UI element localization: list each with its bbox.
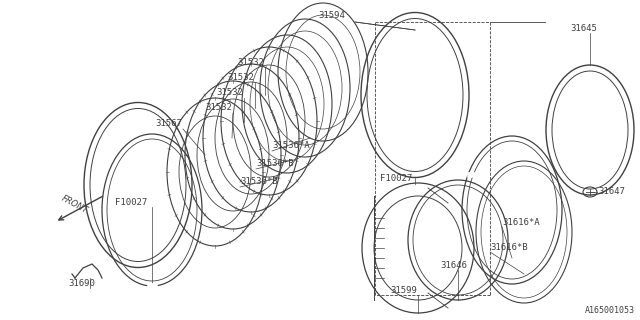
- Text: 31599: 31599: [390, 286, 417, 295]
- Text: 31594: 31594: [318, 11, 345, 20]
- Text: 31646: 31646: [440, 261, 467, 270]
- Text: F10027: F10027: [115, 198, 147, 207]
- Text: 31647: 31647: [598, 187, 625, 196]
- Text: 31536*A: 31536*A: [272, 141, 310, 150]
- Text: A165001053: A165001053: [585, 306, 635, 315]
- Text: 31567: 31567: [155, 119, 182, 128]
- Text: FRONT: FRONT: [60, 194, 90, 216]
- Text: 31532: 31532: [237, 58, 264, 67]
- Text: 31616*A: 31616*A: [502, 218, 540, 227]
- Text: 31645: 31645: [570, 24, 597, 33]
- Text: F10027: F10027: [380, 174, 412, 183]
- Text: 31532: 31532: [227, 73, 254, 82]
- Text: 31532: 31532: [216, 88, 243, 97]
- Text: 31690: 31690: [68, 279, 95, 288]
- Text: 31616*B: 31616*B: [490, 243, 527, 252]
- Text: 31532: 31532: [205, 103, 232, 112]
- Text: 31536*B: 31536*B: [256, 159, 294, 168]
- Text: 31536*B: 31536*B: [240, 177, 278, 186]
